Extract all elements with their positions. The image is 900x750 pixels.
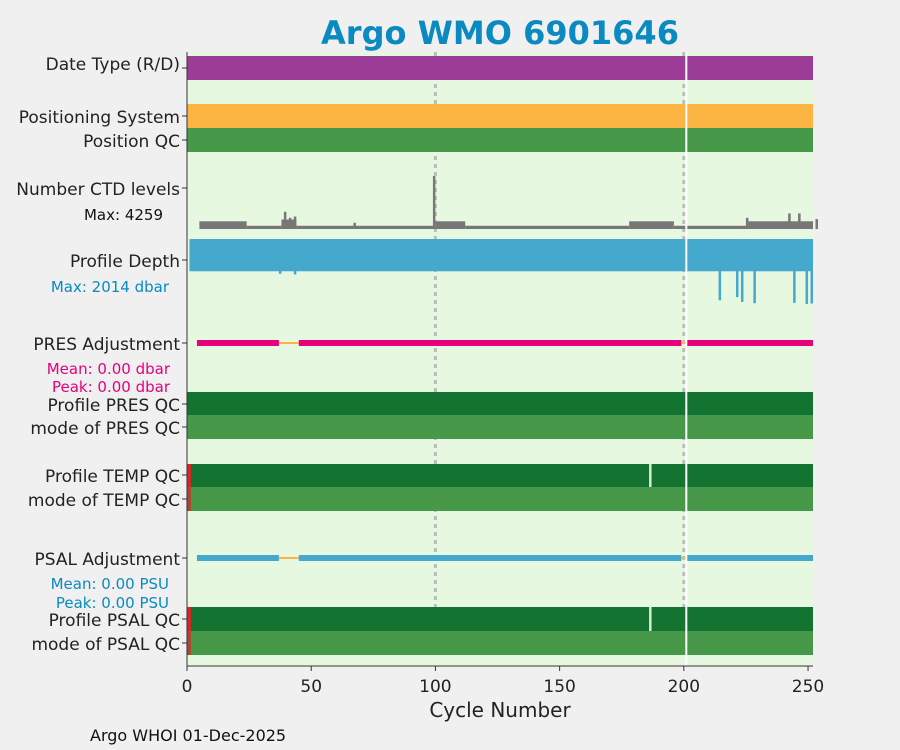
qc-break-0 (649, 464, 652, 487)
profile-pres-qc-bar (187, 392, 813, 415)
plot-background (187, 52, 813, 666)
chart-title: Argo WMO 6901646 (321, 14, 679, 52)
ctd-spike-8 (815, 219, 818, 229)
label-ctd-levels: Number CTD levels (16, 180, 180, 200)
x-tick-label-100: 100 (419, 677, 451, 697)
label-pres-peak: Peak: 0.00 dbar (52, 378, 171, 396)
label-pres-mean: Mean: 0.00 dbar (47, 360, 171, 378)
depth-spike-1 (293, 239, 297, 275)
ctd-segment-4 (435, 221, 466, 229)
positioning-system-bar (187, 104, 813, 128)
depth-spike-5 (753, 239, 756, 304)
footer-text: Argo WHOI 01-Dec-2025 (90, 726, 286, 745)
ctd-segment-2 (281, 219, 297, 229)
depth-spike-7 (805, 239, 809, 304)
bad-flag-1 (187, 487, 191, 511)
label-date-type: Date Type (R/D) (46, 55, 180, 75)
label-ctd-max: Max: 4259 (84, 206, 163, 224)
label-positioning-system: Positioning System (19, 108, 180, 128)
x-tick-label-0: 0 (182, 677, 193, 697)
ctd-spike-3 (432, 176, 436, 229)
label-psal-peak: Peak: 0.00 PSU (56, 594, 169, 612)
mode-temp-qc-bar (187, 487, 813, 511)
ctd-segment-7 (673, 225, 749, 229)
depth-spike-8 (810, 239, 814, 304)
ctd-segment-1 (246, 225, 282, 229)
bad-flag-3 (187, 631, 191, 655)
ctd-spike-1 (288, 217, 292, 229)
ctd-spike-0 (283, 211, 287, 229)
mode-psal-qc-bar (187, 631, 813, 655)
label-profile-pres-qc: Profile PRES QC (47, 396, 180, 416)
label-mode-temp-qc: mode of TEMP QC (28, 491, 180, 511)
ctd-segment-0 (199, 221, 247, 229)
x-tick-label-250: 250 (792, 677, 824, 697)
position-qc-bar (187, 128, 813, 152)
profile-temp-qc-bar (187, 464, 813, 487)
ctd-segment-3 (296, 225, 436, 229)
x-axis-label: Cycle Number (429, 698, 571, 722)
profile-depth-bar (189, 239, 813, 272)
depth-spike-0 (278, 239, 282, 274)
label-mode-pres-qc: mode of PRES QC (30, 419, 180, 439)
bad-flag-2 (187, 607, 191, 631)
ctd-spike-4 (353, 222, 356, 229)
ctd-spike-6 (788, 213, 791, 229)
label-mode-psal-qc: mode of PSAL QC (31, 635, 180, 655)
x-tick-label-50: 50 (300, 677, 322, 697)
qc-break-1 (649, 607, 652, 631)
label-pres-adjustment: PRES Adjustment (33, 335, 180, 355)
label-profile-depth: Profile Depth (70, 252, 180, 272)
label-profile-psal-qc: Profile PSAL QC (49, 611, 180, 631)
date-type-bar (187, 56, 813, 80)
depth-spike-6 (793, 239, 796, 303)
depth-spike-4 (740, 239, 744, 302)
ctd-segment-8 (748, 221, 813, 229)
depth-spike-3 (735, 239, 739, 298)
x-tick-label-150: 150 (543, 677, 575, 697)
ctd-spike-7 (798, 213, 801, 229)
label-depth-max: Max: 2014 dbar (51, 278, 170, 296)
x-tick-label-200: 200 (668, 677, 700, 697)
label-psal-adjustment: PSAL Adjustment (35, 550, 181, 570)
profile-psal-qc-bar (187, 607, 813, 631)
ctd-spike-5 (745, 217, 749, 229)
ctd-segment-5 (465, 225, 630, 229)
bad-flag-0 (187, 464, 191, 487)
label-position-qc: Position QC (83, 132, 180, 152)
ctd-spike-2 (293, 216, 297, 229)
ctd-segment-6 (629, 221, 674, 229)
label-profile-temp-qc: Profile TEMP QC (45, 467, 180, 487)
mode-pres-qc-bar (187, 415, 813, 439)
depth-spike-2 (718, 239, 722, 301)
label-psal-mean: Mean: 0.00 PSU (51, 575, 169, 593)
